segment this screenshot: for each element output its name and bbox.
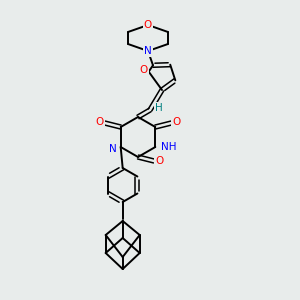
Text: N: N xyxy=(109,144,117,154)
Text: O: O xyxy=(96,117,104,127)
Text: NH: NH xyxy=(160,142,176,152)
Text: O: O xyxy=(172,117,180,127)
Text: N: N xyxy=(144,46,152,56)
Text: O: O xyxy=(144,20,152,30)
Text: O: O xyxy=(140,65,148,75)
Text: H: H xyxy=(155,103,163,113)
Text: O: O xyxy=(155,156,163,166)
